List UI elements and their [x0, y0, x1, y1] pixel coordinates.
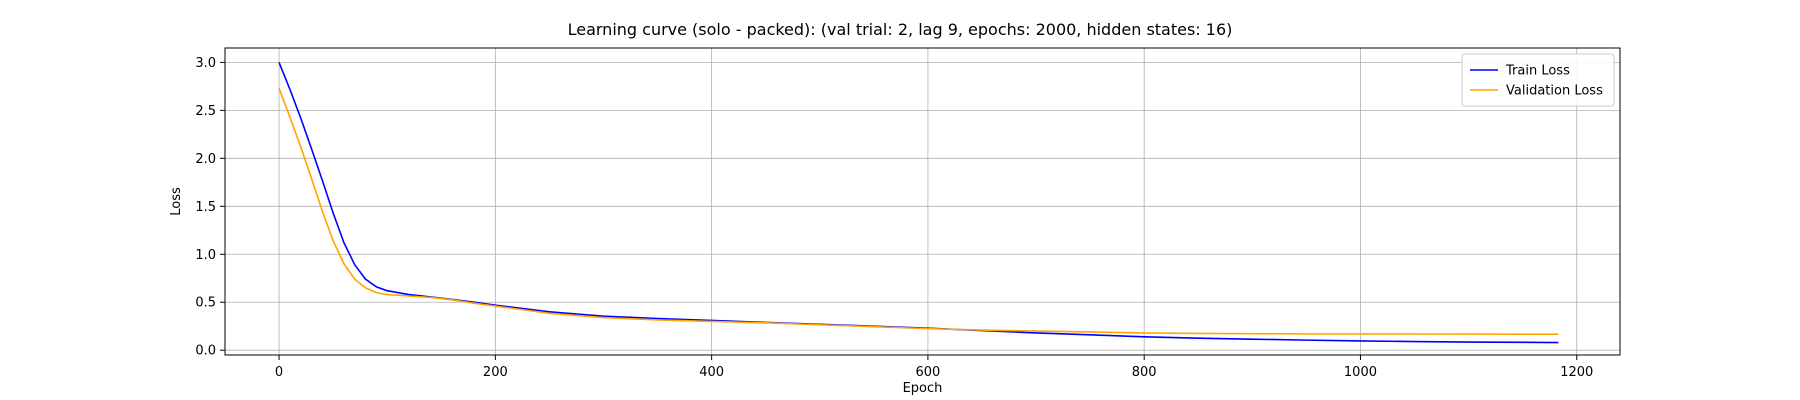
legend-box [1461, 53, 1615, 107]
x-tick-label: 600 [915, 365, 940, 380]
y-tick-label: 0.5 [195, 296, 216, 311]
y-tick-label: 3.0 [195, 56, 216, 71]
y-tick-label: 1.5 [195, 200, 216, 215]
x-tick-label: 400 [699, 365, 724, 380]
x-axis-ticks: 0 200 400 600 800 1000 1200 [275, 355, 1593, 380]
legend-label: Train Loss [1505, 64, 1570, 79]
x-tick-label: 1200 [1560, 365, 1593, 380]
x-tick-label: 1000 [1344, 365, 1377, 380]
x-tick-label: 0 [275, 365, 283, 380]
y-tick-label: 0.0 [195, 344, 216, 359]
y-axis-ticks: 0.0 0.5 1.0 1.5 2.0 2.5 3.0 [195, 56, 225, 359]
x-tick-label: 800 [1132, 365, 1157, 380]
legend: Train Loss Validation Loss [1461, 53, 1615, 107]
series-line-validation-loss [278, 88, 1559, 335]
plot-frame [224, 47, 1621, 356]
x-axis-label: Epoch [903, 381, 943, 396]
x-tick-label: 200 [483, 365, 508, 380]
y-axis-label: Loss [169, 187, 184, 216]
grid-lines [225, 48, 1620, 355]
legend-label: Validation Loss [1506, 84, 1603, 99]
y-tick-label: 2.5 [195, 104, 216, 119]
series-lines [278, 62, 1559, 344]
y-tick-label: 2.0 [195, 152, 216, 167]
series-line-train-loss [278, 62, 1559, 344]
chart-title: Learning curve (solo - packed): (val tri… [568, 20, 1233, 39]
y-tick-label: 1.0 [195, 248, 216, 263]
